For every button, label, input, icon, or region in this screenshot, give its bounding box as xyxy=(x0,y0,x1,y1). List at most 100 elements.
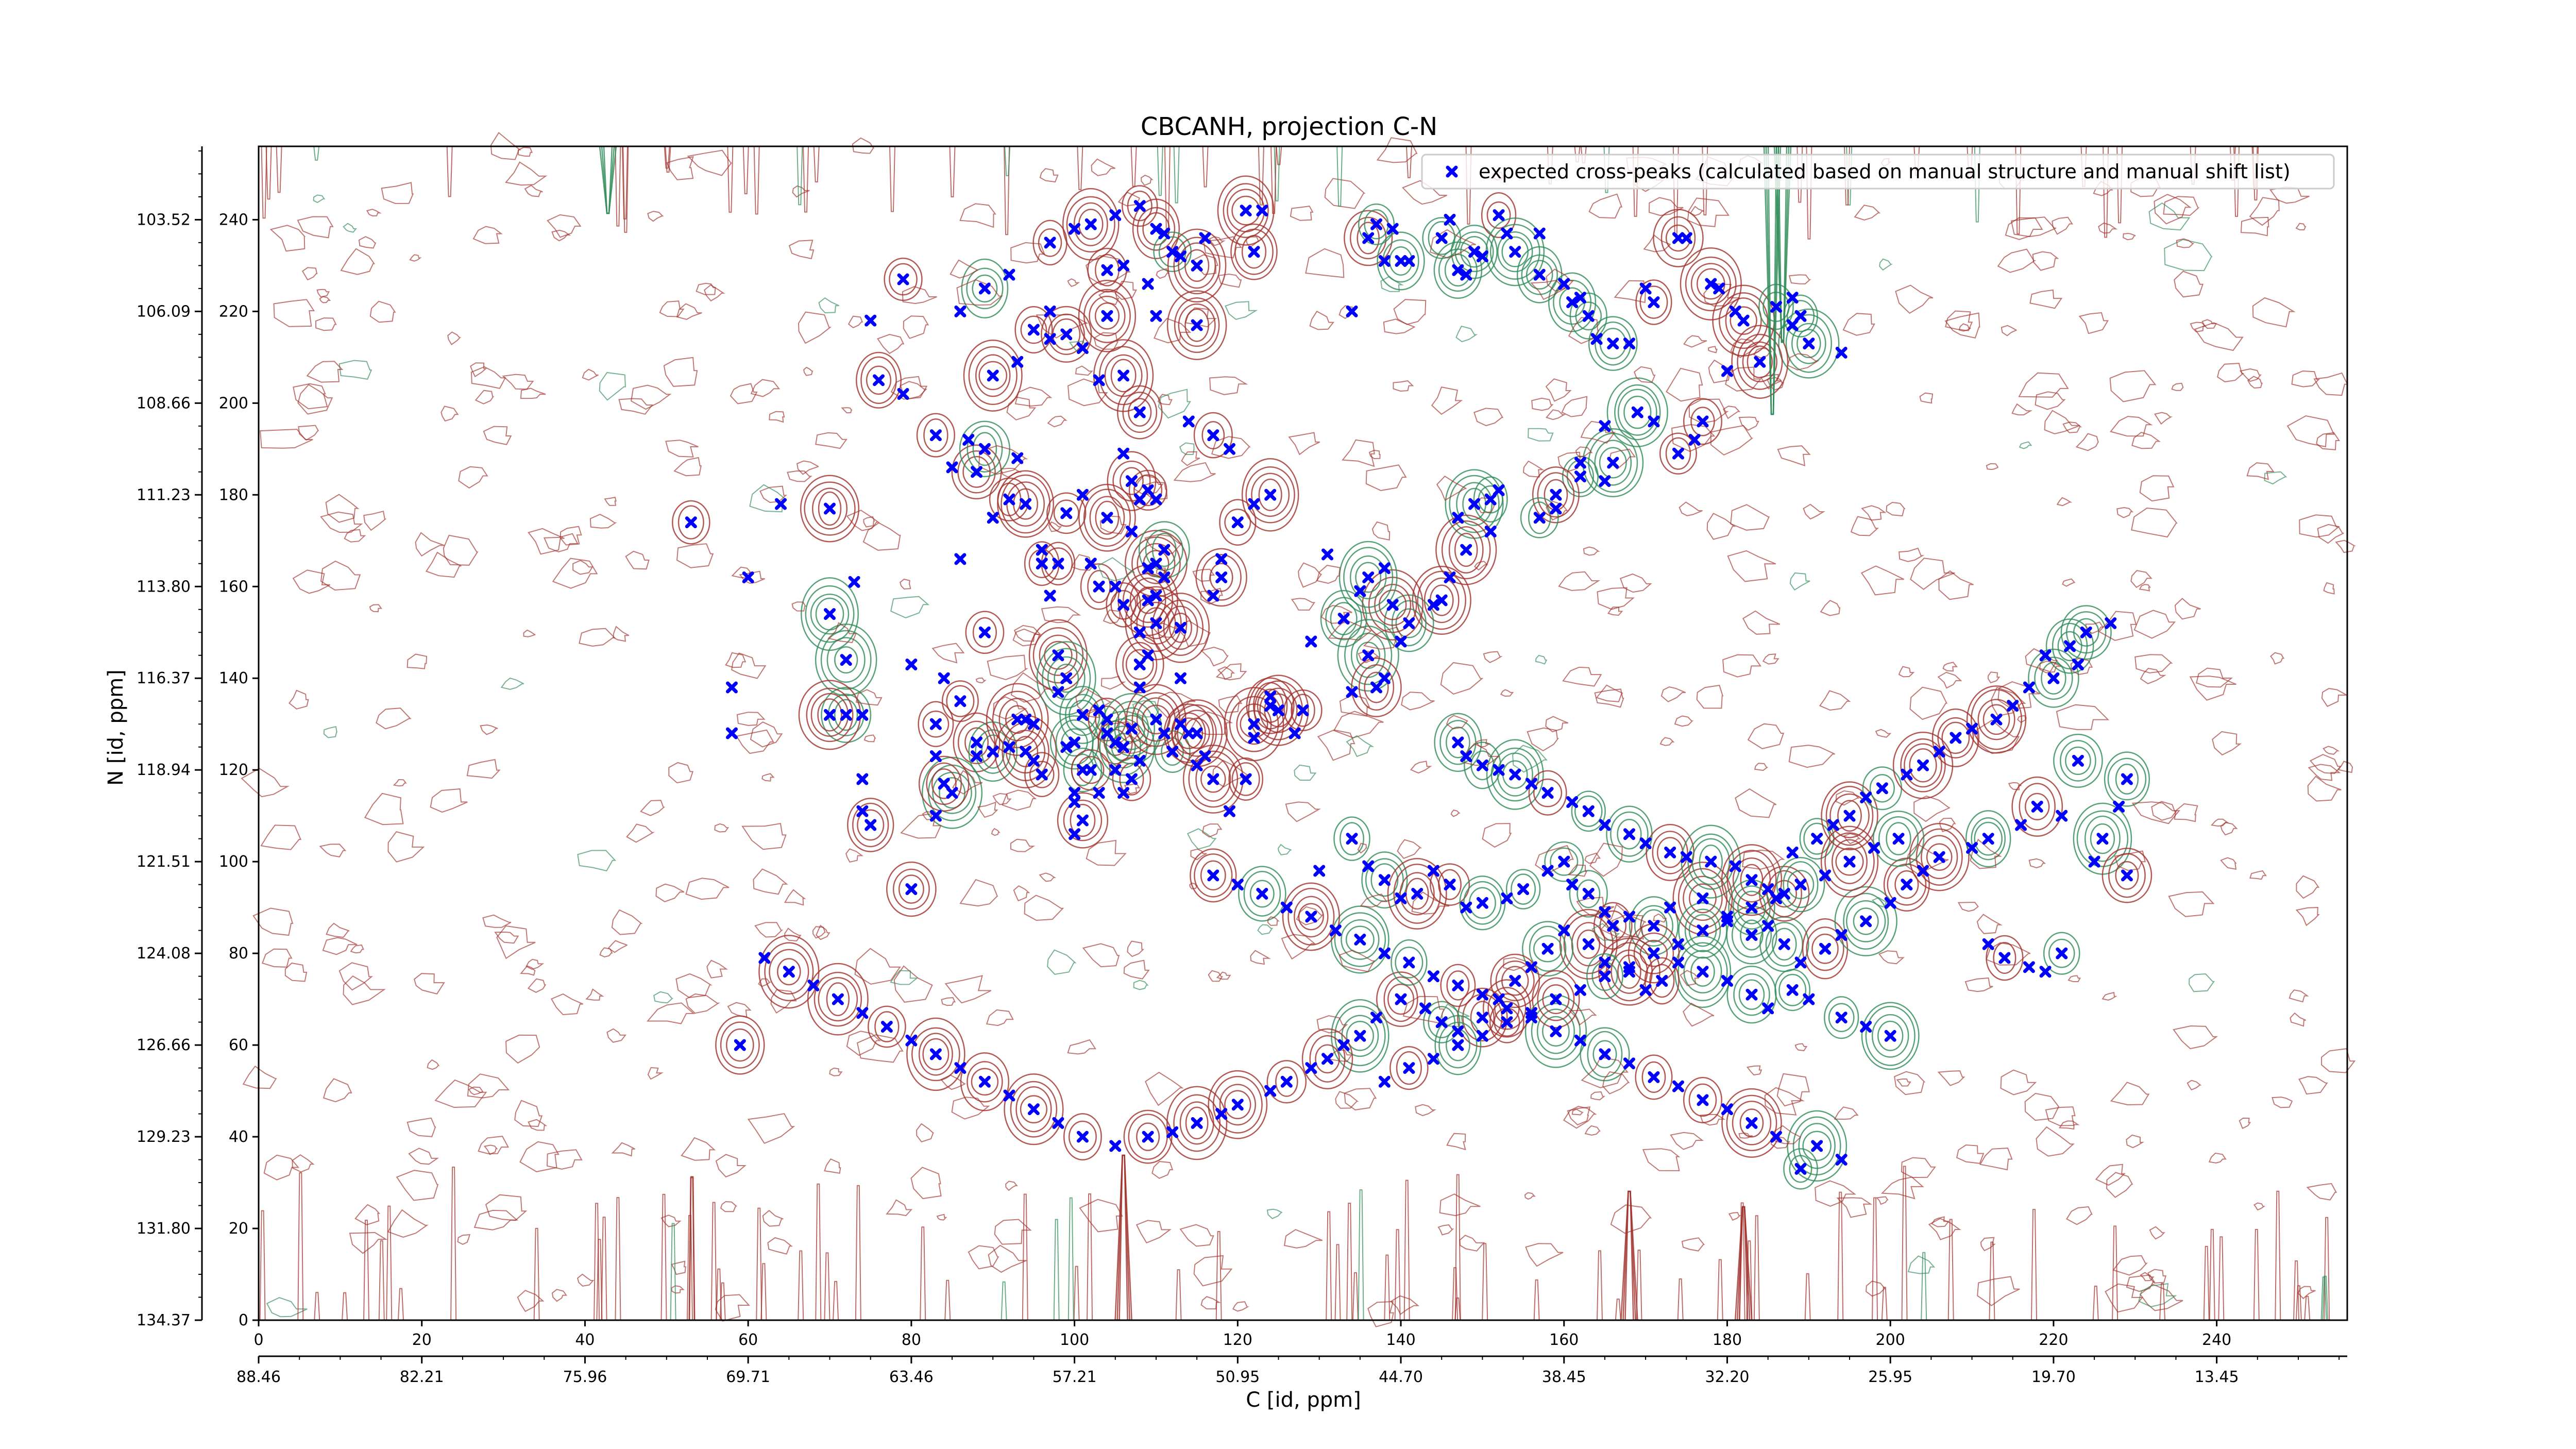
contour-noise xyxy=(1557,451,1581,473)
contour-ring xyxy=(1128,398,1152,427)
cross-peak xyxy=(1623,911,1635,923)
contour-streak xyxy=(1806,146,1812,240)
cross-peak xyxy=(978,1075,991,1088)
cross-peak xyxy=(1745,874,1758,886)
contour-noise xyxy=(1596,684,1623,702)
contour-streak xyxy=(1454,1174,1461,1321)
contour-noise xyxy=(730,383,758,405)
contour-streak xyxy=(1352,1272,1359,1321)
contour-noise xyxy=(505,1034,540,1064)
cross-peak xyxy=(1060,507,1073,519)
contour-ring xyxy=(2048,938,2075,968)
contour-noise xyxy=(2295,907,2320,926)
contour-ring xyxy=(1497,231,1533,273)
contour-ring xyxy=(1580,1027,1630,1082)
contour-ring xyxy=(1423,577,1460,624)
cross-peak xyxy=(1182,415,1195,428)
cross-peak xyxy=(1052,558,1064,570)
y-ppm-tick-label: 108.66 xyxy=(137,394,191,412)
contour-streak xyxy=(2275,1190,2281,1321)
contour-noise xyxy=(749,484,788,513)
contour-noise xyxy=(1156,268,1169,279)
contour-noise xyxy=(2321,1048,2356,1073)
contour-noise xyxy=(2102,991,2117,1001)
contour-ring xyxy=(1544,841,1584,882)
contour-noise xyxy=(582,368,599,381)
contour-ring xyxy=(1721,1088,1782,1158)
cross-peak xyxy=(1125,773,1138,785)
cross-peak xyxy=(1191,319,1203,331)
contour-ring xyxy=(1167,228,1227,303)
contour-ring xyxy=(1825,786,1874,846)
contour-noise xyxy=(877,333,905,355)
contour-ring xyxy=(1194,853,1233,898)
cross-peak xyxy=(1729,860,1741,872)
contour-noise xyxy=(1393,380,1414,392)
cross-peak xyxy=(1207,773,1219,785)
cross-peak xyxy=(929,810,942,822)
contour-ring xyxy=(1449,475,1500,533)
contour-ring xyxy=(1691,838,1731,885)
contour-noise xyxy=(1010,242,1045,264)
cross-peak xyxy=(1917,759,1929,771)
contour-streak xyxy=(1087,1193,1093,1321)
contour-ring xyxy=(1563,914,1614,974)
contour-noise xyxy=(1742,849,1785,870)
contour-noise xyxy=(1093,332,1118,350)
cross-peak xyxy=(1027,754,1040,767)
contour-noise xyxy=(1048,521,1062,532)
cross-peak xyxy=(1101,264,1113,276)
contour-ring xyxy=(1639,939,1668,967)
contour-noise xyxy=(1006,396,1037,420)
cross-peak xyxy=(1069,796,1081,808)
contour-ring xyxy=(1438,869,1462,900)
cross-peak xyxy=(1607,338,1619,350)
contour-streak xyxy=(386,1205,393,1321)
contour-ring xyxy=(1438,248,1478,292)
cross-peak xyxy=(1084,764,1097,776)
contour-noise xyxy=(1835,790,1860,806)
contour-streak xyxy=(261,146,267,219)
contour-noise xyxy=(741,822,787,850)
contour-ring xyxy=(1123,572,1174,628)
contour-ring xyxy=(804,481,856,536)
contour-ring xyxy=(1843,892,1889,950)
contour-streak xyxy=(2031,1209,2038,1321)
cross-peak xyxy=(1044,305,1056,317)
cross-peak xyxy=(1248,718,1260,730)
contour-ring xyxy=(1537,977,1575,1021)
contour-noise xyxy=(297,216,334,239)
cross-peak xyxy=(1819,942,1831,955)
contour-noise xyxy=(1958,323,1971,332)
contour-ring xyxy=(1343,547,1394,608)
contour-ring xyxy=(2011,776,2063,837)
cross-peak xyxy=(1778,887,1790,900)
contour-noise xyxy=(900,381,927,400)
cross-peak xyxy=(1093,704,1105,717)
contour-noise xyxy=(1563,1106,1597,1129)
contour-ring xyxy=(1434,1015,1482,1075)
contour-noise xyxy=(2194,322,2244,351)
contour-noise xyxy=(1346,735,1375,757)
contour-ring xyxy=(1732,1101,1772,1145)
contour-noise xyxy=(1909,686,1948,720)
cross-peak xyxy=(734,1039,746,1051)
contour-streak xyxy=(596,1239,603,1321)
contour-noise xyxy=(2168,891,2215,917)
contour-ring xyxy=(1053,499,1079,527)
contour-ring xyxy=(1029,761,1055,788)
contour-noise xyxy=(1893,1071,1926,1096)
contour-noise xyxy=(767,1237,793,1255)
contour-ring xyxy=(1337,619,1399,692)
contour-noise xyxy=(1545,409,1566,420)
cross-peak xyxy=(1346,686,1358,698)
contour-noise xyxy=(2171,382,2184,391)
contour-noise xyxy=(427,1059,440,1070)
cross-peak xyxy=(2031,800,2043,813)
contour-ring xyxy=(1522,921,1574,977)
contour-noise xyxy=(2247,376,2263,389)
cross-peak xyxy=(1525,778,1537,790)
contour-noise xyxy=(430,788,468,813)
x-axis-index-ticks: 0 20 40 60 80 100 120 140 160 180 200 220 240 xyxy=(253,1320,2231,1349)
contour-ring xyxy=(1974,821,2003,856)
